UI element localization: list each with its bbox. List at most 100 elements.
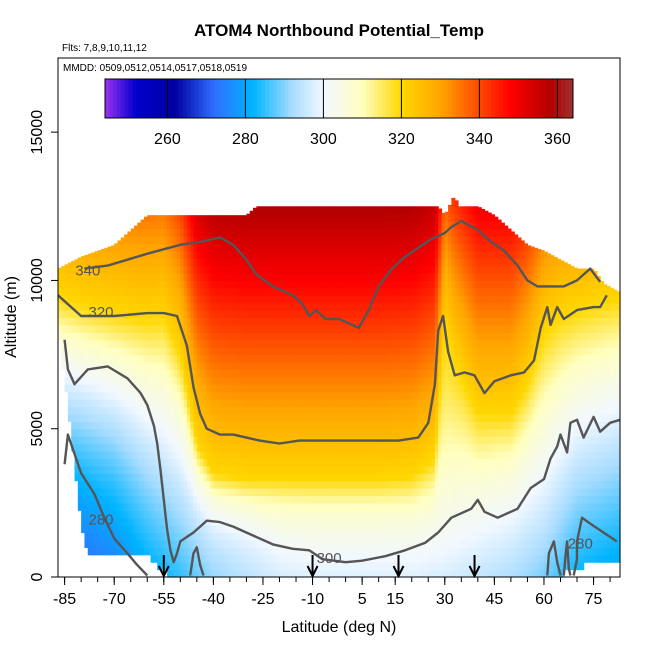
heatmap-cell [120, 458, 125, 467]
heatmap-cell [325, 458, 330, 467]
heatmap-cell [120, 443, 125, 452]
heatmap-cell [332, 332, 337, 341]
heatmap-cell [84, 450, 89, 459]
heatmap-cell [259, 406, 264, 415]
heatmap-cell [94, 251, 99, 259]
heatmap-cell [170, 450, 175, 459]
heatmap-cell [296, 488, 300, 497]
heatmap-cell [203, 273, 208, 282]
heatmap-cell [276, 361, 281, 370]
heatmap-cell [302, 324, 307, 333]
heatmap-cell [236, 443, 241, 452]
heatmap-cell [239, 495, 244, 504]
heatmap-cell [104, 280, 109, 289]
heatmap-cell [81, 265, 86, 274]
heatmap-cell [342, 539, 347, 548]
heatmap-cell [206, 554, 211, 563]
heatmap-cell [408, 488, 413, 497]
heatmap-cell [167, 510, 171, 519]
heatmap-cell [87, 376, 92, 385]
heatmap-cell [196, 473, 201, 482]
heatmap-cell [213, 406, 218, 415]
heatmap-cell [279, 265, 284, 274]
heatmap-cell [190, 354, 195, 363]
heatmap-cell [372, 235, 376, 244]
heatmap-cell [124, 473, 129, 482]
heatmap-cell [160, 525, 165, 534]
heatmap-cell [256, 310, 261, 319]
heatmap-cell [279, 436, 284, 445]
heatmap-cell [206, 465, 211, 474]
heatmap-cell [124, 517, 129, 526]
heatmap-cell [219, 347, 224, 356]
heatmap-cell [335, 502, 340, 511]
heatmap-cell [157, 235, 162, 244]
heatmap-cell [302, 525, 307, 534]
heatmap-cell [322, 384, 327, 393]
heatmap-cell [345, 354, 350, 363]
heatmap-cell [329, 369, 333, 378]
heatmap-cell [309, 287, 314, 296]
heatmap-cell [177, 302, 181, 311]
heatmap-cell [296, 539, 300, 548]
heatmap-cell [226, 510, 231, 519]
heatmap-cell [345, 554, 350, 563]
heatmap-cell [249, 443, 254, 452]
heatmap-cell [213, 532, 218, 541]
heatmap-cell [120, 273, 125, 282]
heatmap-cell [150, 369, 155, 378]
heatmap-cell [74, 473, 79, 482]
heatmap-cell [170, 265, 175, 274]
heatmap-cell [104, 265, 109, 274]
heatmap-cell [378, 243, 383, 252]
heatmap-cell [286, 450, 291, 459]
heatmap-cell [229, 495, 234, 504]
heatmap-cell [124, 324, 129, 333]
heatmap-cell [140, 384, 145, 393]
heatmap-cell [272, 562, 277, 571]
heatmap-cell [282, 450, 287, 459]
heatmap-cell [246, 221, 251, 230]
heatmap-cell [74, 347, 79, 356]
heatmap-cell [180, 428, 185, 437]
heatmap-cell [167, 215, 171, 222]
heatmap-cell [362, 280, 367, 289]
heatmap-cell [405, 324, 410, 333]
heatmap-cell [411, 399, 416, 408]
heatmap-cell [147, 317, 152, 326]
heatmap-cell [375, 517, 380, 526]
heatmap-cell [385, 532, 390, 541]
heatmap-cell [110, 258, 115, 267]
heatmap-cell [114, 361, 119, 370]
heatmap-cell [282, 525, 287, 534]
heatmap-cell [329, 347, 333, 356]
heatmap-cell [312, 302, 317, 311]
heatmap-cell [163, 532, 168, 541]
heatmap-cell [91, 458, 95, 467]
heatmap-cell [120, 547, 125, 556]
heatmap-cell [289, 228, 294, 237]
heatmap-cell [160, 258, 165, 267]
heatmap-cell [160, 443, 165, 452]
heatmap-cell [309, 376, 314, 385]
heatmap-cell [276, 302, 281, 311]
heatmap-cell [388, 339, 393, 348]
heatmap-cell [388, 465, 393, 474]
heatmap-cell [71, 339, 76, 348]
heatmap-cell [269, 376, 274, 385]
heatmap-cell [223, 361, 228, 370]
heatmap-cell [365, 273, 370, 282]
heatmap-cell [302, 406, 307, 415]
heatmap-cell [71, 260, 76, 267]
heatmap-cell [127, 510, 132, 519]
heatmap-cell [226, 495, 231, 504]
heatmap-cell [249, 317, 254, 326]
heatmap-cell [143, 354, 148, 363]
heatmap-cell [375, 495, 380, 504]
heatmap-cell [97, 473, 102, 482]
heatmap-cell [77, 332, 82, 341]
heatmap-cell [153, 458, 158, 467]
heatmap-cell [160, 250, 165, 259]
heatmap-cell [253, 428, 257, 437]
heatmap-cell [405, 228, 410, 237]
